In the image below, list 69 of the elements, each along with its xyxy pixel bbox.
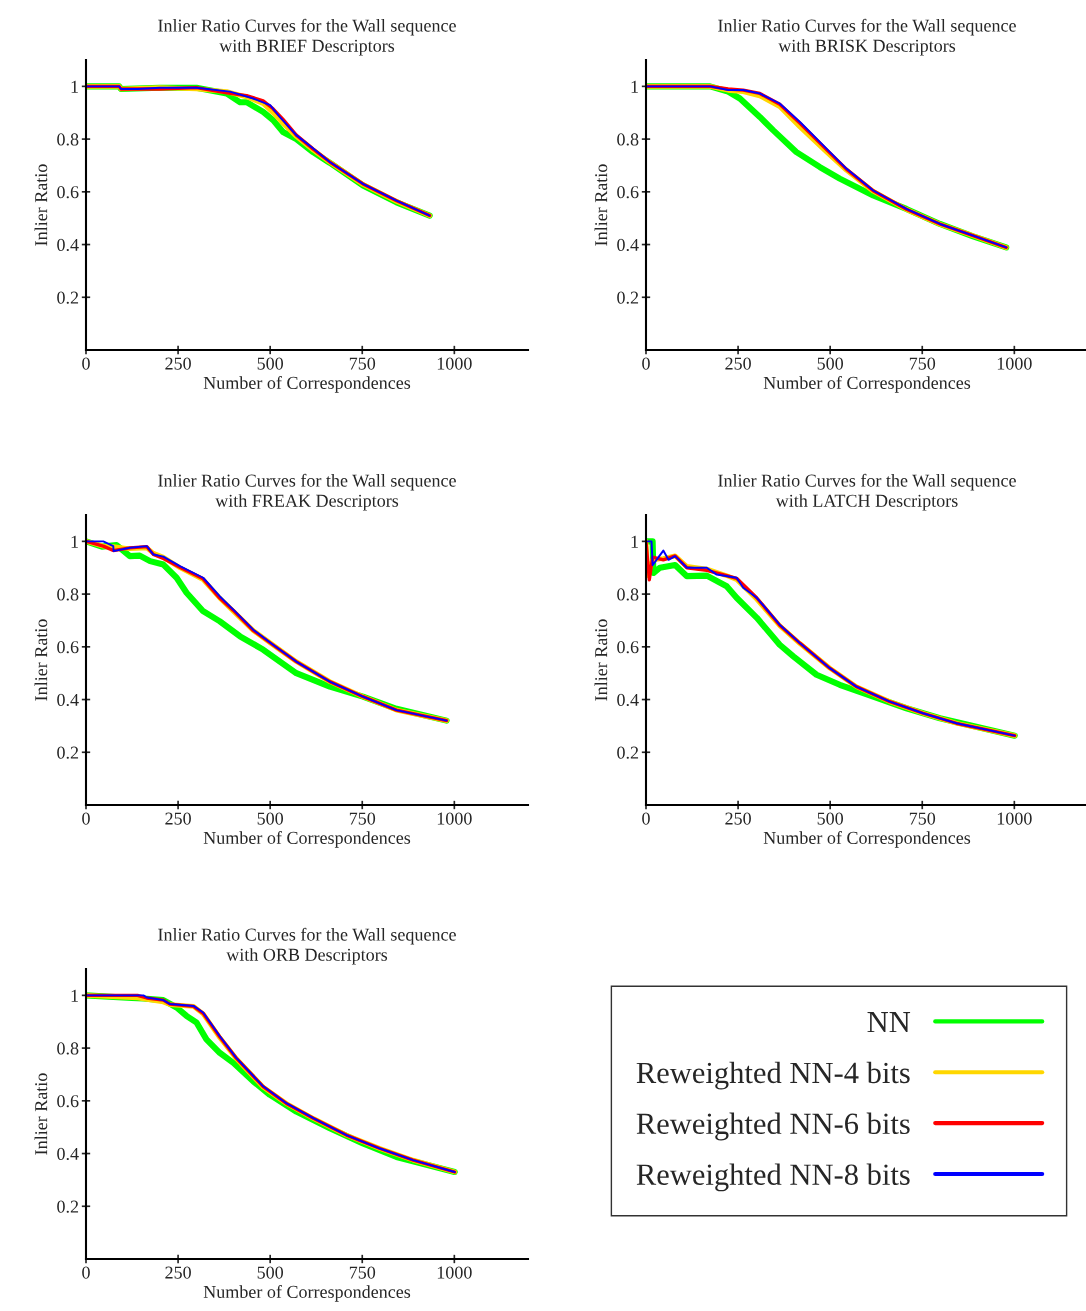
y-tick-label: 0.2 — [57, 291, 79, 304]
y-tick-label: 0.6 — [57, 186, 79, 199]
y-tick-label: 0.4 — [57, 238, 79, 252]
x-axis-title: Number of Correspondences — [203, 1285, 411, 1302]
x-tick-label: 1000 — [437, 1266, 472, 1279]
x-tick-label: 250 — [165, 357, 191, 370]
x-axis-title: Number of Correspondences — [203, 376, 411, 393]
y-tick-label: 0.8 — [617, 133, 639, 146]
chart-title: Inlier Ratio Curves for the Wall sequence with BRIEF Descriptors — [158, 18, 456, 56]
x-tick-label: 1000 — [437, 357, 472, 370]
x-axis-title: Number of Correspondences — [763, 376, 971, 393]
x-tick-label: 0 — [642, 812, 650, 825]
x-tick-label: 1000 — [437, 812, 472, 825]
y-tick-label: 0.6 — [57, 1095, 79, 1108]
legend-label: Reweighted NN-4 bits — [636, 1061, 910, 1090]
y-tick-label: 0.4 — [617, 238, 639, 252]
y-tick-label: 0.6 — [617, 641, 639, 654]
x-tick-label: 250 — [725, 357, 751, 370]
y-tick-label: 0.2 — [617, 291, 639, 304]
y-tick-label: 0.4 — [57, 693, 79, 707]
x-tick-label: 750 — [909, 357, 936, 370]
x-tick-label: 250 — [725, 812, 751, 825]
y-tick-label: 0.2 — [57, 746, 79, 759]
x-tick-label: 750 — [349, 357, 376, 370]
x-tick-label: 750 — [349, 1266, 376, 1279]
x-tick-label: 250 — [165, 812, 191, 825]
y-tick-label: 1 — [71, 80, 78, 93]
chart-title: Inlier Ratio Curves for the Wall sequence with BRISK Descriptors — [718, 18, 1016, 56]
x-tick-label: 1000 — [997, 812, 1032, 825]
y-tick-label: 0.6 — [57, 641, 79, 654]
y-tick-label: 0.8 — [57, 1042, 79, 1055]
x-tick-label: 500 — [257, 812, 284, 825]
x-tick-label: 500 — [817, 812, 844, 825]
x-axis-title: Number of Correspondences — [763, 831, 971, 848]
y-tick-label: 0.8 — [57, 133, 79, 146]
x-tick-label: 1000 — [997, 357, 1032, 370]
x-tick-label: 500 — [817, 357, 844, 370]
x-tick-label: 500 — [257, 357, 284, 370]
y-axis-title: Inlier Ratio — [34, 1073, 48, 1155]
x-tick-label: 750 — [349, 812, 376, 825]
x-tick-label: 0 — [82, 357, 90, 370]
chart-title: Inlier Ratio Curves for the Wall sequence with ORB Descriptors — [158, 927, 456, 965]
legend-label: Reweighted NN-8 bits — [636, 1163, 910, 1192]
legend-label: NN — [867, 1012, 911, 1033]
y-tick-label: 0.4 — [617, 693, 639, 707]
y-tick-label: 1 — [631, 535, 638, 548]
x-tick-label: 250 — [165, 1266, 191, 1279]
y-axis-title: Inlier Ratio — [594, 164, 608, 246]
y-tick-label: 0.2 — [617, 746, 639, 759]
x-axis-title: Number of Correspondences — [203, 831, 411, 848]
chart-title: Inlier Ratio Curves for the Wall sequence with LATCH Descriptors — [718, 473, 1016, 511]
x-tick-label: 750 — [909, 812, 936, 825]
y-axis-title: Inlier Ratio — [34, 619, 48, 701]
y-tick-label: 1 — [631, 80, 638, 93]
y-tick-label: 0.8 — [57, 588, 79, 601]
y-axis-title: Inlier Ratio — [34, 164, 48, 246]
y-tick-label: 0.4 — [57, 1147, 79, 1161]
x-tick-label: 0 — [82, 812, 90, 825]
y-axis-title: Inlier Ratio — [594, 619, 608, 701]
x-tick-label: 500 — [257, 1266, 284, 1279]
legend-label: Reweighted NN-6 bits — [636, 1112, 910, 1141]
x-tick-label: 0 — [642, 357, 650, 370]
x-tick-label: 0 — [82, 1266, 90, 1279]
y-tick-label: 0.2 — [57, 1200, 79, 1213]
y-tick-label: 1 — [71, 535, 78, 548]
y-tick-label: 1 — [71, 989, 78, 1002]
chart-title: Inlier Ratio Curves for the Wall sequence with FREAK Descriptors — [158, 473, 456, 511]
y-tick-label: 0.8 — [617, 588, 639, 601]
y-tick-label: 0.6 — [617, 186, 639, 199]
